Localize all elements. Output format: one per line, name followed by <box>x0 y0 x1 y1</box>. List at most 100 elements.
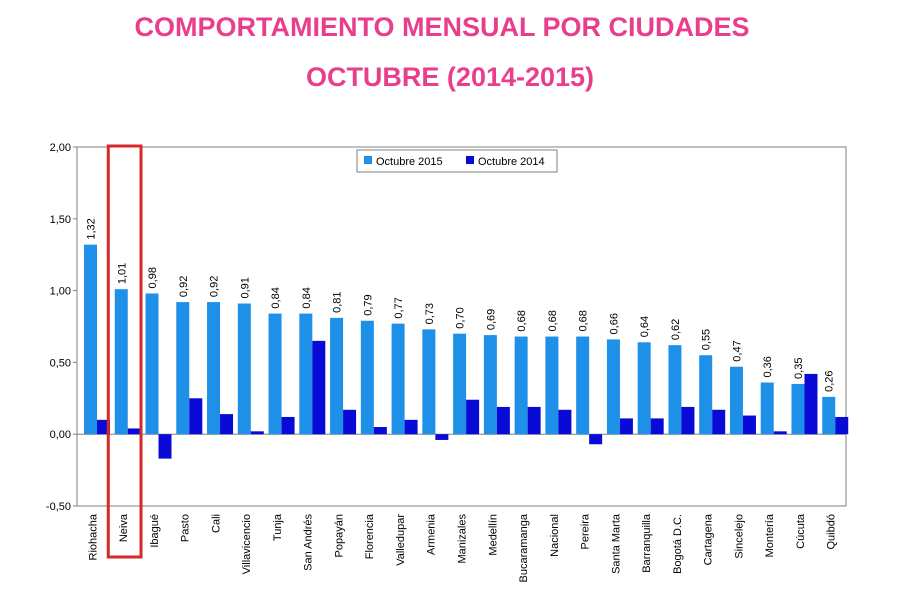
y-tick-label: 1,00 <box>50 286 71 298</box>
data-label-cucuta: 0,35 <box>793 358 805 379</box>
x-tick-label-neiva: Neiva <box>118 513 130 542</box>
bar-2015-armenia <box>422 329 436 435</box>
bar-2014-medellin <box>496 406 510 435</box>
data-label-valledupar: 0,77 <box>393 297 405 318</box>
x-tick-label-florencia: Florencia <box>364 513 376 559</box>
data-label-armenia: 0,73 <box>424 303 436 324</box>
x-tick-label-tunja: Tunja <box>272 513 284 541</box>
y-tick-label: -0,50 <box>46 501 71 513</box>
bars <box>84 244 849 459</box>
bar-2015-ibague <box>145 293 159 435</box>
data-label-pereira: 0,68 <box>578 310 590 331</box>
bar-2014-cali <box>220 414 234 435</box>
bar-2014-cucuta <box>804 373 818 435</box>
data-label-manizales: 0,70 <box>455 307 467 328</box>
bar-2014-pereira <box>589 434 603 445</box>
bar-2015-villavicencio <box>237 303 251 435</box>
bar-2015-riohacha <box>84 244 97 435</box>
bar-2015-cartagena <box>699 355 713 435</box>
x-tick-label-cucuta: Cúcuta <box>795 513 807 549</box>
bar-2014-monteria <box>773 431 787 435</box>
x-tick-label-pasto: Pasto <box>180 514 192 542</box>
bar-2014-san-andres <box>312 340 326 435</box>
legend-swatch-octubre-2014 <box>466 156 474 164</box>
x-tick-label-quibdo: Quibdó <box>826 514 838 549</box>
bar-2014-cartagena <box>712 409 726 435</box>
data-label-villavicencio: 0,91 <box>239 277 251 298</box>
y-tick-label: 2,00 <box>50 142 71 154</box>
x-tick-label-santa-marta: Santa Marta <box>610 513 622 574</box>
x-tick-label-sincelejo: Sincelejo <box>733 514 745 559</box>
bar-2015-medellin <box>483 335 497 435</box>
data-label-monteria: 0,36 <box>762 356 774 377</box>
bar-2015-manizales <box>453 333 467 435</box>
x-tick-label-pereira: Pereira <box>580 513 592 549</box>
plot-area <box>76 146 847 507</box>
data-label-tunja: 0,84 <box>270 287 282 308</box>
bar-2015-tunja <box>268 313 282 435</box>
data-label-riohacha: 1,32 <box>86 218 98 239</box>
x-tick-label-manizales: Manizales <box>457 514 469 564</box>
x-tick-label-villavicencio: Villavicencio <box>241 514 253 574</box>
bar-2015-popayan <box>330 317 344 435</box>
x-tick-label-nacional: Nacional <box>549 514 561 557</box>
bar-2015-neiva <box>114 289 128 435</box>
bar-2014-armenia <box>435 434 449 440</box>
bar-2014-ibague <box>158 434 172 459</box>
x-tick-label-cali: Cali <box>210 514 222 533</box>
chart-subtitle: OCTUBRE (2014-2015) <box>305 62 595 92</box>
bar-2014-riohacha <box>97 419 110 435</box>
data-labels: 1,32 1,01 0,98 0,92 0,92 0,91 0,84 0,84 0,81 0,79… <box>86 218 836 392</box>
bar-2015-bogota-d-c <box>668 345 682 435</box>
bar-2014-bogota-d-c <box>681 406 695 435</box>
data-label-ibague: 0,98 <box>147 267 159 288</box>
data-label-barranquilla: 0,64 <box>639 316 651 337</box>
bar-2015-monteria <box>760 382 774 435</box>
x-axis: Riohacha Neiva Ibagué Pasto Cali Villavicenci… <box>87 513 837 582</box>
data-label-neiva: 1,01 <box>116 263 128 284</box>
x-tick-label-medellin: Medellín <box>487 514 499 556</box>
chart-title: COMPORTAMIENTO MENSUAL POR CIUDADES <box>134 12 750 42</box>
x-tick-label-monteria: Montería <box>764 513 776 557</box>
data-label-pasto: 0,92 <box>178 276 190 297</box>
legend-label-octubre-2014: Octubre 2014 <box>478 156 545 168</box>
data-label-bucaramanga: 0,68 <box>516 310 528 331</box>
legend: Octubre 2015 Octubre 2014 <box>356 149 558 173</box>
data-label-cali: 0,92 <box>209 276 221 297</box>
bar-2015-san-andres <box>299 313 313 435</box>
data-label-popayan: 0,81 <box>332 291 344 312</box>
bar-2015-nacional <box>545 336 559 435</box>
x-tick-label-valledupar: Valledupar <box>395 514 407 566</box>
x-tick-label-barranquilla: Barranquilla <box>641 513 653 573</box>
bar-2014-popayan <box>343 409 357 435</box>
bar-2015-bucaramanga <box>514 336 528 435</box>
bar-2014-bucaramanga <box>527 406 541 435</box>
bar-2014-pasto <box>189 398 203 435</box>
bar-2014-quibdo <box>835 416 849 435</box>
data-label-medellin: 0,69 <box>485 309 497 330</box>
bar-2015-santa-marta <box>606 339 620 435</box>
bar-2015-barranquilla <box>637 342 651 435</box>
x-tick-label-ibague: Ibagué <box>149 514 161 548</box>
data-label-santa-marta: 0,66 <box>608 313 620 334</box>
bar-2015-sincelejo <box>729 366 743 435</box>
x-tick-label-popayan: Popayán <box>333 514 345 557</box>
x-tick-label-riohacha: Riohacha <box>87 513 99 560</box>
bar-2014-barranquilla <box>650 418 664 435</box>
bar-2014-nacional <box>558 409 572 435</box>
legend-swatch-octubre-2015 <box>364 156 372 164</box>
data-label-san-andres: 0,84 <box>301 287 313 308</box>
bar-2015-florencia <box>360 320 374 435</box>
x-tick-label-armenia: Armenia <box>426 513 438 555</box>
y-tick-label: 0,00 <box>50 429 71 441</box>
highlight-box-neiva <box>106 144 143 559</box>
legend-label-octubre-2015: Octubre 2015 <box>376 156 443 168</box>
bar-2014-manizales <box>466 399 480 435</box>
bar-2014-tunja <box>281 416 295 435</box>
data-label-cartagena: 0,55 <box>701 329 713 350</box>
data-label-quibdo: 0,26 <box>824 370 836 391</box>
data-label-sincelejo: 0,47 <box>731 340 743 361</box>
x-tick-label-cartagena: Cartagena <box>703 513 715 565</box>
y-tick-label: 1,50 <box>50 214 71 226</box>
